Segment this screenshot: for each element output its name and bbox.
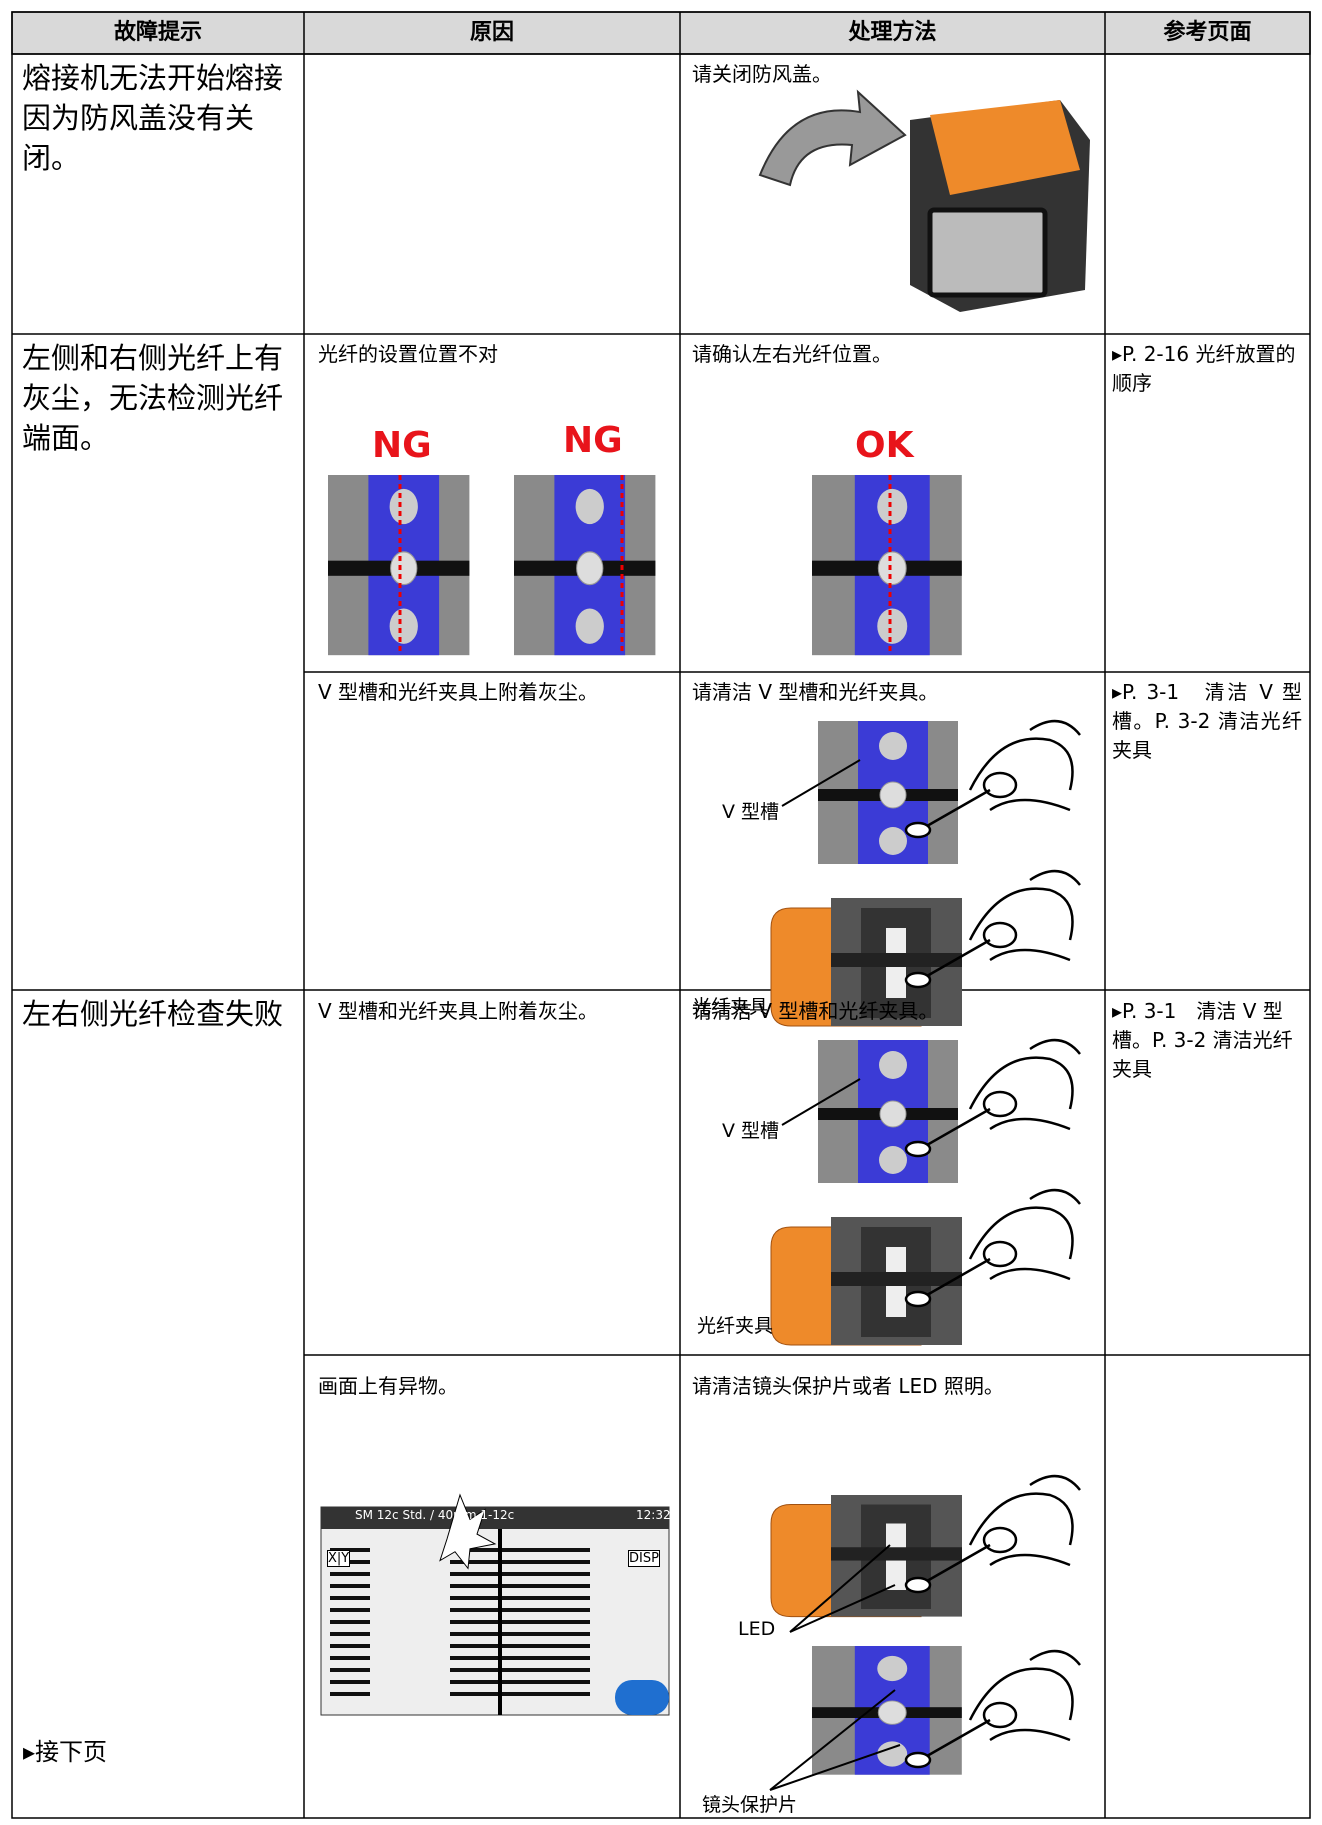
continued-note: ▸接下页 bbox=[23, 1738, 108, 1766]
lid-illustration bbox=[758, 89, 1090, 312]
reference: ▸P. 3-1 清洁 V 型槽。P. 3-2 清洁光纤夹具 bbox=[1112, 999, 1293, 1081]
image-label: LED bbox=[738, 1618, 776, 1640]
solution: 请关闭防风盖。 bbox=[692, 62, 832, 86]
fiber-position-illustrations bbox=[327, 474, 963, 656]
image-label: 光纤夹具 bbox=[692, 996, 769, 1018]
reference: ▸P. 2-16 光纤放置的顺序 bbox=[1112, 342, 1296, 395]
image-label: V 型槽 bbox=[722, 1120, 780, 1142]
led-illustration bbox=[769, 1474, 1082, 1791]
ng-label: NG bbox=[372, 425, 432, 466]
fault: 熔接机无法开始熔接因为防风盖没有关闭。 bbox=[22, 61, 284, 176]
cause: 画面上有异物。 bbox=[318, 1374, 458, 1398]
cleaning-illustration bbox=[770, 1038, 1082, 1346]
solution: 请清洁 V 型槽和光纤夹具。 bbox=[692, 999, 939, 1023]
ok-label: OK bbox=[855, 425, 914, 466]
image-label: 镜头保护片 bbox=[702, 1794, 798, 1816]
screen-button: X|Y bbox=[327, 1550, 351, 1567]
cause: V 型槽和光纤夹具上附着灰尘。 bbox=[318, 999, 599, 1023]
solution: 请确认左右光纤位置。 bbox=[692, 342, 892, 366]
cause: V 型槽和光纤夹具上附着灰尘。 bbox=[318, 680, 599, 704]
fault: 左侧和右侧光纤上有灰尘，无法检测光纤端面。 bbox=[22, 341, 284, 456]
header-cell: 故障提示 bbox=[113, 20, 202, 45]
fault: 左右侧光纤检查失败 bbox=[22, 997, 284, 1031]
table-grid bbox=[11, 11, 1311, 1819]
solution: 请清洁 V 型槽和光纤夹具。 bbox=[692, 680, 939, 704]
ng-label: NG bbox=[563, 420, 623, 461]
solution: 请清洁镜头保护片或者 LED 照明。 bbox=[692, 1374, 1004, 1398]
screen-button: DISP bbox=[628, 1550, 660, 1567]
header-cell: 原因 bbox=[469, 20, 514, 45]
image-label: V 型槽 bbox=[722, 801, 780, 823]
cleaning-illustration bbox=[770, 719, 1082, 1027]
header-cell: 参考页面 bbox=[1163, 20, 1252, 45]
screen-illustration bbox=[320, 1493, 670, 1716]
header-cell: 处理方法 bbox=[848, 20, 937, 45]
cause: 光纤的设置位置不对 bbox=[318, 342, 498, 366]
reference: ▸P. 3-1 清洁 V 型槽。P. 3-2 清洁光纤夹具 bbox=[1112, 680, 1302, 762]
image-label: 光纤夹具 bbox=[697, 1315, 774, 1337]
screen-time: 12:32 bbox=[636, 1508, 671, 1522]
screen-status: SM 12c Std. / 40mm 1-12c bbox=[355, 1508, 515, 1522]
